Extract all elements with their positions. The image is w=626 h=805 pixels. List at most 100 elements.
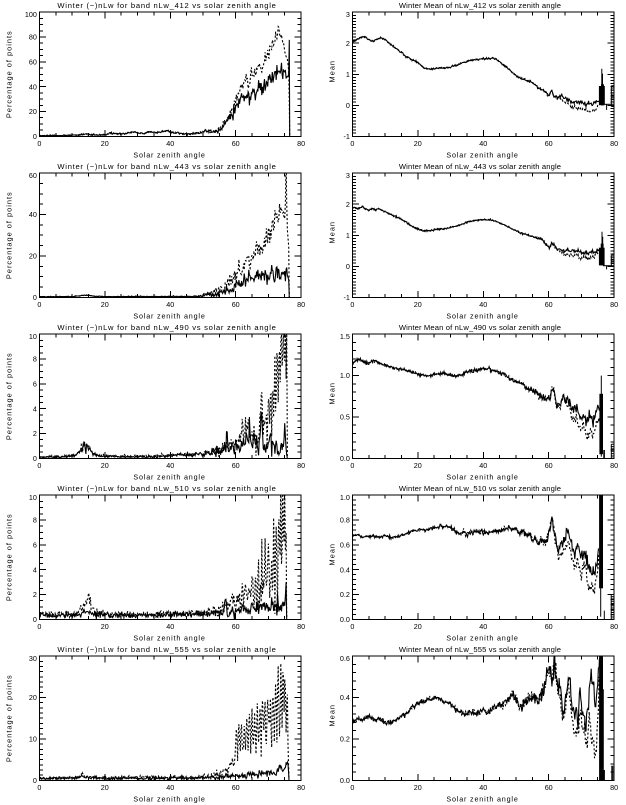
svg-text:40: 40 bbox=[479, 461, 487, 470]
svg-text:10: 10 bbox=[29, 493, 37, 502]
svg-text:80: 80 bbox=[297, 461, 305, 470]
svg-text:Winter (−)nLw for band nLw_490: Winter (−)nLw for band nLw_490 vs solar … bbox=[57, 323, 276, 332]
svg-text:0.6: 0.6 bbox=[340, 540, 350, 549]
svg-text:0: 0 bbox=[37, 461, 41, 470]
svg-text:60: 60 bbox=[545, 461, 553, 470]
svg-text:40: 40 bbox=[166, 461, 174, 470]
svg-text:2: 2 bbox=[346, 200, 350, 209]
svg-text:0.6: 0.6 bbox=[340, 654, 350, 663]
svg-text:20: 20 bbox=[414, 622, 422, 631]
svg-text:2: 2 bbox=[346, 39, 350, 48]
svg-text:20: 20 bbox=[29, 693, 37, 702]
svg-text:0: 0 bbox=[37, 139, 41, 148]
svg-text:80: 80 bbox=[297, 139, 305, 148]
svg-text:20: 20 bbox=[414, 783, 422, 792]
svg-text:0: 0 bbox=[346, 262, 350, 271]
svg-text:0: 0 bbox=[350, 461, 354, 470]
svg-text:Solar zenith angle: Solar zenith angle bbox=[446, 472, 518, 481]
svg-text:10: 10 bbox=[29, 332, 37, 341]
svg-text:20: 20 bbox=[101, 461, 109, 470]
svg-text:Winter (−)nLw for band nLw_412: Winter (−)nLw for band nLw_412 vs solar … bbox=[57, 1, 276, 10]
svg-text:40: 40 bbox=[29, 210, 37, 219]
svg-text:60: 60 bbox=[29, 57, 37, 66]
svg-text:80: 80 bbox=[610, 300, 618, 309]
svg-text:60: 60 bbox=[232, 461, 240, 470]
svg-text:20: 20 bbox=[101, 300, 109, 309]
svg-text:40: 40 bbox=[479, 139, 487, 148]
svg-text:Winter (−)nLw for band nLw_510: Winter (−)nLw for band nLw_510 vs solar … bbox=[57, 484, 276, 493]
svg-text:20: 20 bbox=[101, 139, 109, 148]
svg-text:Solar zenith angle: Solar zenith angle bbox=[133, 794, 205, 803]
svg-text:Percentage of points: Percentage of points bbox=[5, 674, 14, 762]
svg-text:Percentage of points: Percentage of points bbox=[5, 191, 14, 279]
svg-text:0.5: 0.5 bbox=[340, 413, 350, 422]
svg-text:20: 20 bbox=[101, 622, 109, 631]
svg-text:80: 80 bbox=[610, 622, 618, 631]
svg-text:1.0: 1.0 bbox=[340, 371, 350, 380]
svg-text:20: 20 bbox=[101, 783, 109, 792]
svg-text:Mean: Mean bbox=[328, 382, 337, 405]
svg-text:-1: -1 bbox=[343, 132, 349, 141]
svg-text:20: 20 bbox=[29, 252, 37, 261]
svg-text:2: 2 bbox=[33, 429, 37, 438]
svg-text:0: 0 bbox=[346, 101, 350, 110]
svg-text:10: 10 bbox=[29, 735, 37, 744]
svg-text:Solar zenith angle: Solar zenith angle bbox=[446, 150, 518, 159]
svg-text:2: 2 bbox=[33, 590, 37, 599]
svg-text:0: 0 bbox=[33, 776, 37, 785]
svg-text:40: 40 bbox=[479, 300, 487, 309]
svg-text:Winter (−)nLw for band nLw_555: Winter (−)nLw for band nLw_555 vs solar … bbox=[57, 645, 276, 654]
svg-text:Percentage of points: Percentage of points bbox=[5, 513, 14, 601]
svg-text:4: 4 bbox=[33, 404, 37, 413]
svg-text:40: 40 bbox=[479, 783, 487, 792]
svg-text:0.8: 0.8 bbox=[340, 516, 350, 525]
svg-text:60: 60 bbox=[545, 622, 553, 631]
svg-text:80: 80 bbox=[610, 461, 618, 470]
svg-text:0.0: 0.0 bbox=[340, 776, 350, 785]
svg-text:40: 40 bbox=[479, 622, 487, 631]
svg-text:Winter Mean of nLw_443 vs sola: Winter Mean of nLw_443 vs solar zenith a… bbox=[399, 162, 561, 171]
svg-text:-1: -1 bbox=[343, 293, 349, 302]
svg-text:Mean: Mean bbox=[328, 704, 337, 727]
svg-text:Winter (−)nLw for band nLw_443: Winter (−)nLw for band nLw_443 vs solar … bbox=[57, 162, 276, 171]
svg-text:80: 80 bbox=[297, 300, 305, 309]
svg-text:40: 40 bbox=[166, 622, 174, 631]
svg-text:0.0: 0.0 bbox=[340, 615, 350, 624]
svg-text:6: 6 bbox=[33, 379, 37, 388]
svg-text:0: 0 bbox=[33, 454, 37, 463]
svg-text:Solar zenith angle: Solar zenith angle bbox=[133, 311, 205, 320]
svg-text:60: 60 bbox=[232, 622, 240, 631]
svg-text:0: 0 bbox=[350, 622, 354, 631]
svg-text:Solar zenith angle: Solar zenith angle bbox=[446, 633, 518, 642]
svg-text:60: 60 bbox=[545, 300, 553, 309]
svg-text:0.4: 0.4 bbox=[340, 565, 350, 574]
svg-text:Solar zenith angle: Solar zenith angle bbox=[133, 150, 205, 159]
svg-text:80: 80 bbox=[297, 783, 305, 792]
svg-text:0.2: 0.2 bbox=[340, 590, 350, 599]
svg-text:0: 0 bbox=[33, 132, 37, 141]
svg-text:0: 0 bbox=[350, 783, 354, 792]
svg-text:Winter Mean of nLw_555 vs sola: Winter Mean of nLw_555 vs solar zenith a… bbox=[399, 645, 561, 654]
svg-text:30: 30 bbox=[29, 654, 37, 663]
svg-text:20: 20 bbox=[414, 461, 422, 470]
svg-text:40: 40 bbox=[29, 82, 37, 91]
svg-text:20: 20 bbox=[29, 107, 37, 116]
svg-text:Percentage of points: Percentage of points bbox=[5, 30, 14, 118]
svg-text:60: 60 bbox=[545, 783, 553, 792]
svg-text:60: 60 bbox=[232, 139, 240, 148]
svg-text:0: 0 bbox=[37, 300, 41, 309]
svg-text:80: 80 bbox=[610, 139, 618, 148]
svg-text:Solar zenith angle: Solar zenith angle bbox=[133, 472, 205, 481]
svg-text:60: 60 bbox=[232, 300, 240, 309]
svg-text:0: 0 bbox=[33, 615, 37, 624]
svg-text:Percentage of points: Percentage of points bbox=[5, 352, 14, 440]
svg-text:Winter Mean of nLw_490 vs sola: Winter Mean of nLw_490 vs solar zenith a… bbox=[399, 323, 561, 332]
svg-text:0: 0 bbox=[37, 783, 41, 792]
svg-text:20: 20 bbox=[414, 300, 422, 309]
svg-text:3: 3 bbox=[346, 171, 350, 180]
svg-text:Solar zenith angle: Solar zenith angle bbox=[133, 633, 205, 642]
svg-text:80: 80 bbox=[297, 622, 305, 631]
svg-text:Mean: Mean bbox=[328, 221, 337, 244]
svg-text:0: 0 bbox=[33, 293, 37, 302]
svg-text:3: 3 bbox=[346, 10, 350, 19]
